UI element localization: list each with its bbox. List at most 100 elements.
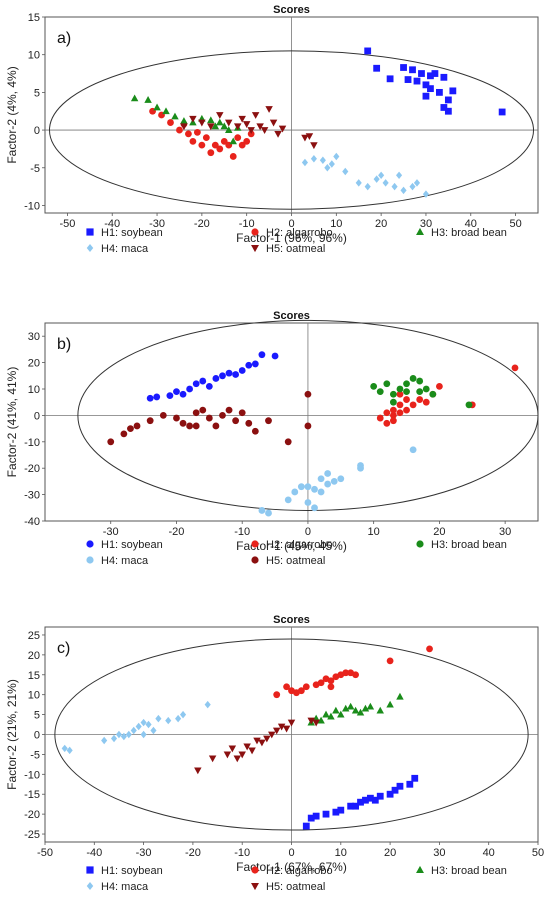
legend-marker	[86, 866, 94, 874]
data-point	[150, 726, 157, 735]
legend-entry: H2: algarrobo	[266, 227, 333, 239]
y-tick-label: 15	[28, 670, 40, 682]
data-point	[204, 700, 211, 709]
data-point	[341, 704, 350, 712]
data-point	[278, 125, 287, 133]
data-point	[378, 171, 385, 180]
data-point	[302, 822, 310, 830]
data-point	[189, 115, 197, 123]
data-point	[207, 149, 215, 157]
data-point	[238, 409, 246, 417]
data-point	[352, 802, 359, 810]
x-tick-label: -30	[149, 218, 165, 230]
legend-entry: H5: oatmeal	[266, 243, 325, 255]
data-point	[337, 475, 345, 483]
legend-entry: H4: maca	[101, 243, 149, 255]
data-point	[146, 417, 154, 425]
confidence-ellipse	[77, 319, 539, 511]
data-point	[207, 116, 215, 124]
data-point	[347, 802, 355, 810]
data-point	[242, 121, 251, 128]
data-point	[305, 133, 314, 141]
data-point	[265, 417, 272, 425]
x-tick-label: -50	[37, 847, 53, 859]
data-point	[304, 422, 312, 430]
data-point	[228, 745, 237, 753]
confidence-ellipse	[48, 50, 535, 210]
data-point	[409, 182, 416, 191]
data-point	[167, 119, 174, 126]
data-point	[317, 488, 325, 496]
x-tick-label: 20	[433, 526, 445, 538]
data-point	[311, 485, 318, 493]
series-5	[107, 390, 312, 446]
data-point	[389, 390, 397, 398]
data-point	[133, 422, 141, 430]
data-point	[403, 396, 410, 403]
data-point	[233, 123, 242, 131]
legend-entry: H1: soybean	[101, 865, 163, 877]
data-point	[216, 112, 224, 119]
data-point	[238, 115, 246, 123]
y-tick-label: 25	[28, 630, 40, 642]
legend-entry: H5: oatmeal	[266, 881, 325, 893]
series-2	[376, 364, 519, 427]
data-point	[234, 134, 242, 142]
confidence-ellipse	[54, 638, 529, 831]
x-tick-label: 0	[288, 847, 294, 859]
data-point	[268, 731, 276, 739]
legend-marker	[251, 228, 259, 236]
data-point	[107, 438, 115, 446]
data-point	[324, 164, 331, 172]
data-point	[238, 141, 246, 149]
x-tick-label: 30	[433, 847, 445, 859]
data-point	[307, 814, 315, 822]
data-point	[312, 719, 320, 727]
data-point	[327, 683, 335, 691]
series-4	[301, 152, 430, 198]
data-point	[389, 406, 397, 414]
data-point	[319, 156, 326, 164]
data-point	[205, 382, 213, 390]
data-point	[366, 702, 375, 710]
data-point	[186, 422, 194, 430]
series-3	[130, 94, 242, 145]
series-2	[149, 107, 255, 160]
data-point	[327, 677, 335, 685]
data-point	[251, 427, 259, 435]
chart-title: Scores	[273, 614, 310, 626]
x-tick-label: 10	[335, 847, 347, 859]
data-point	[179, 390, 187, 398]
data-point	[317, 475, 325, 483]
data-point	[332, 808, 340, 816]
series-2	[273, 645, 433, 699]
data-point	[171, 112, 179, 120]
data-point	[101, 736, 108, 745]
data-point	[258, 739, 266, 747]
x-tick-label: -30	[136, 847, 152, 859]
chart-title: Scores	[273, 4, 310, 16]
x-tick-label: 0	[305, 526, 311, 538]
data-point	[416, 388, 424, 396]
data-point	[185, 130, 192, 138]
y-tick-label: -20	[24, 463, 40, 475]
data-point	[337, 710, 345, 718]
data-point	[416, 396, 424, 403]
data-point	[431, 70, 439, 77]
data-point	[238, 751, 246, 759]
x-tick-label: -10	[234, 847, 250, 859]
data-point	[189, 137, 197, 145]
y-tick-label: 0	[34, 410, 40, 422]
data-point	[426, 645, 433, 653]
y-tick-label: -10	[24, 200, 40, 212]
y-tick-label: -20	[24, 809, 40, 821]
data-point	[225, 119, 233, 127]
data-point	[389, 398, 397, 406]
x-tick-label: 10	[368, 526, 380, 538]
data-point	[153, 103, 161, 111]
data-point	[310, 154, 317, 163]
data-point	[287, 719, 296, 727]
data-point	[125, 730, 132, 739]
data-point	[422, 92, 430, 100]
data-point	[247, 127, 255, 134]
